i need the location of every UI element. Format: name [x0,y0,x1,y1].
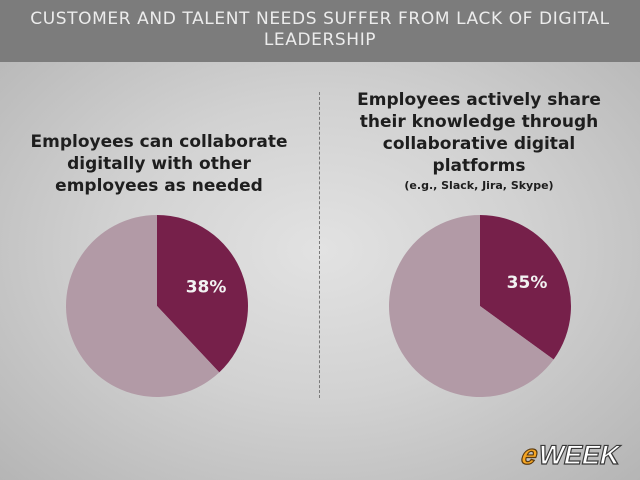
eweek-logo: e WEEK [518,438,624,471]
pie-slice-1 [389,215,554,397]
panel-divider [319,92,320,398]
left-chart-title: Employees can collaborate digitally with… [30,132,288,196]
header-banner: CUSTOMER AND TALENT NEEDS SUFFER FROM LA… [0,0,640,62]
slice-label: 35% [507,273,548,293]
right-pie-chart: 35% [389,215,571,397]
pie-slice-0 [157,215,249,373]
right-chart-subtitle: (e.g., Slack, Jira, Skype) [404,179,554,192]
svg-text:WEEK: WEEK [536,439,624,470]
svg-text:e: e [519,438,541,470]
left-pie-chart: 38% [66,215,249,397]
right-chart-title: Employees actively share their knowledge… [357,90,601,176]
pie-slice-1 [66,215,220,397]
slice-label: 38% [186,278,227,298]
page-title: CUSTOMER AND TALENT NEEDS SUFFER FROM LA… [30,9,610,50]
pie-slice-0 [480,215,571,360]
